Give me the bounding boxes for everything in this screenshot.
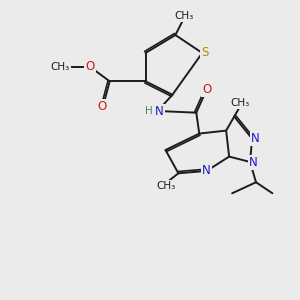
Text: H: H xyxy=(145,106,153,116)
Text: N: N xyxy=(154,105,163,118)
Text: CH₃: CH₃ xyxy=(231,98,250,108)
Text: N: N xyxy=(249,156,258,169)
Text: S: S xyxy=(201,46,208,59)
Text: CH₃: CH₃ xyxy=(51,62,70,72)
Text: CH₃: CH₃ xyxy=(156,181,175,191)
Text: N: N xyxy=(251,132,260,145)
Text: CH₃: CH₃ xyxy=(174,11,194,21)
Text: O: O xyxy=(86,61,95,74)
Text: O: O xyxy=(98,100,107,113)
Text: O: O xyxy=(202,83,212,96)
Text: N: N xyxy=(202,164,211,177)
